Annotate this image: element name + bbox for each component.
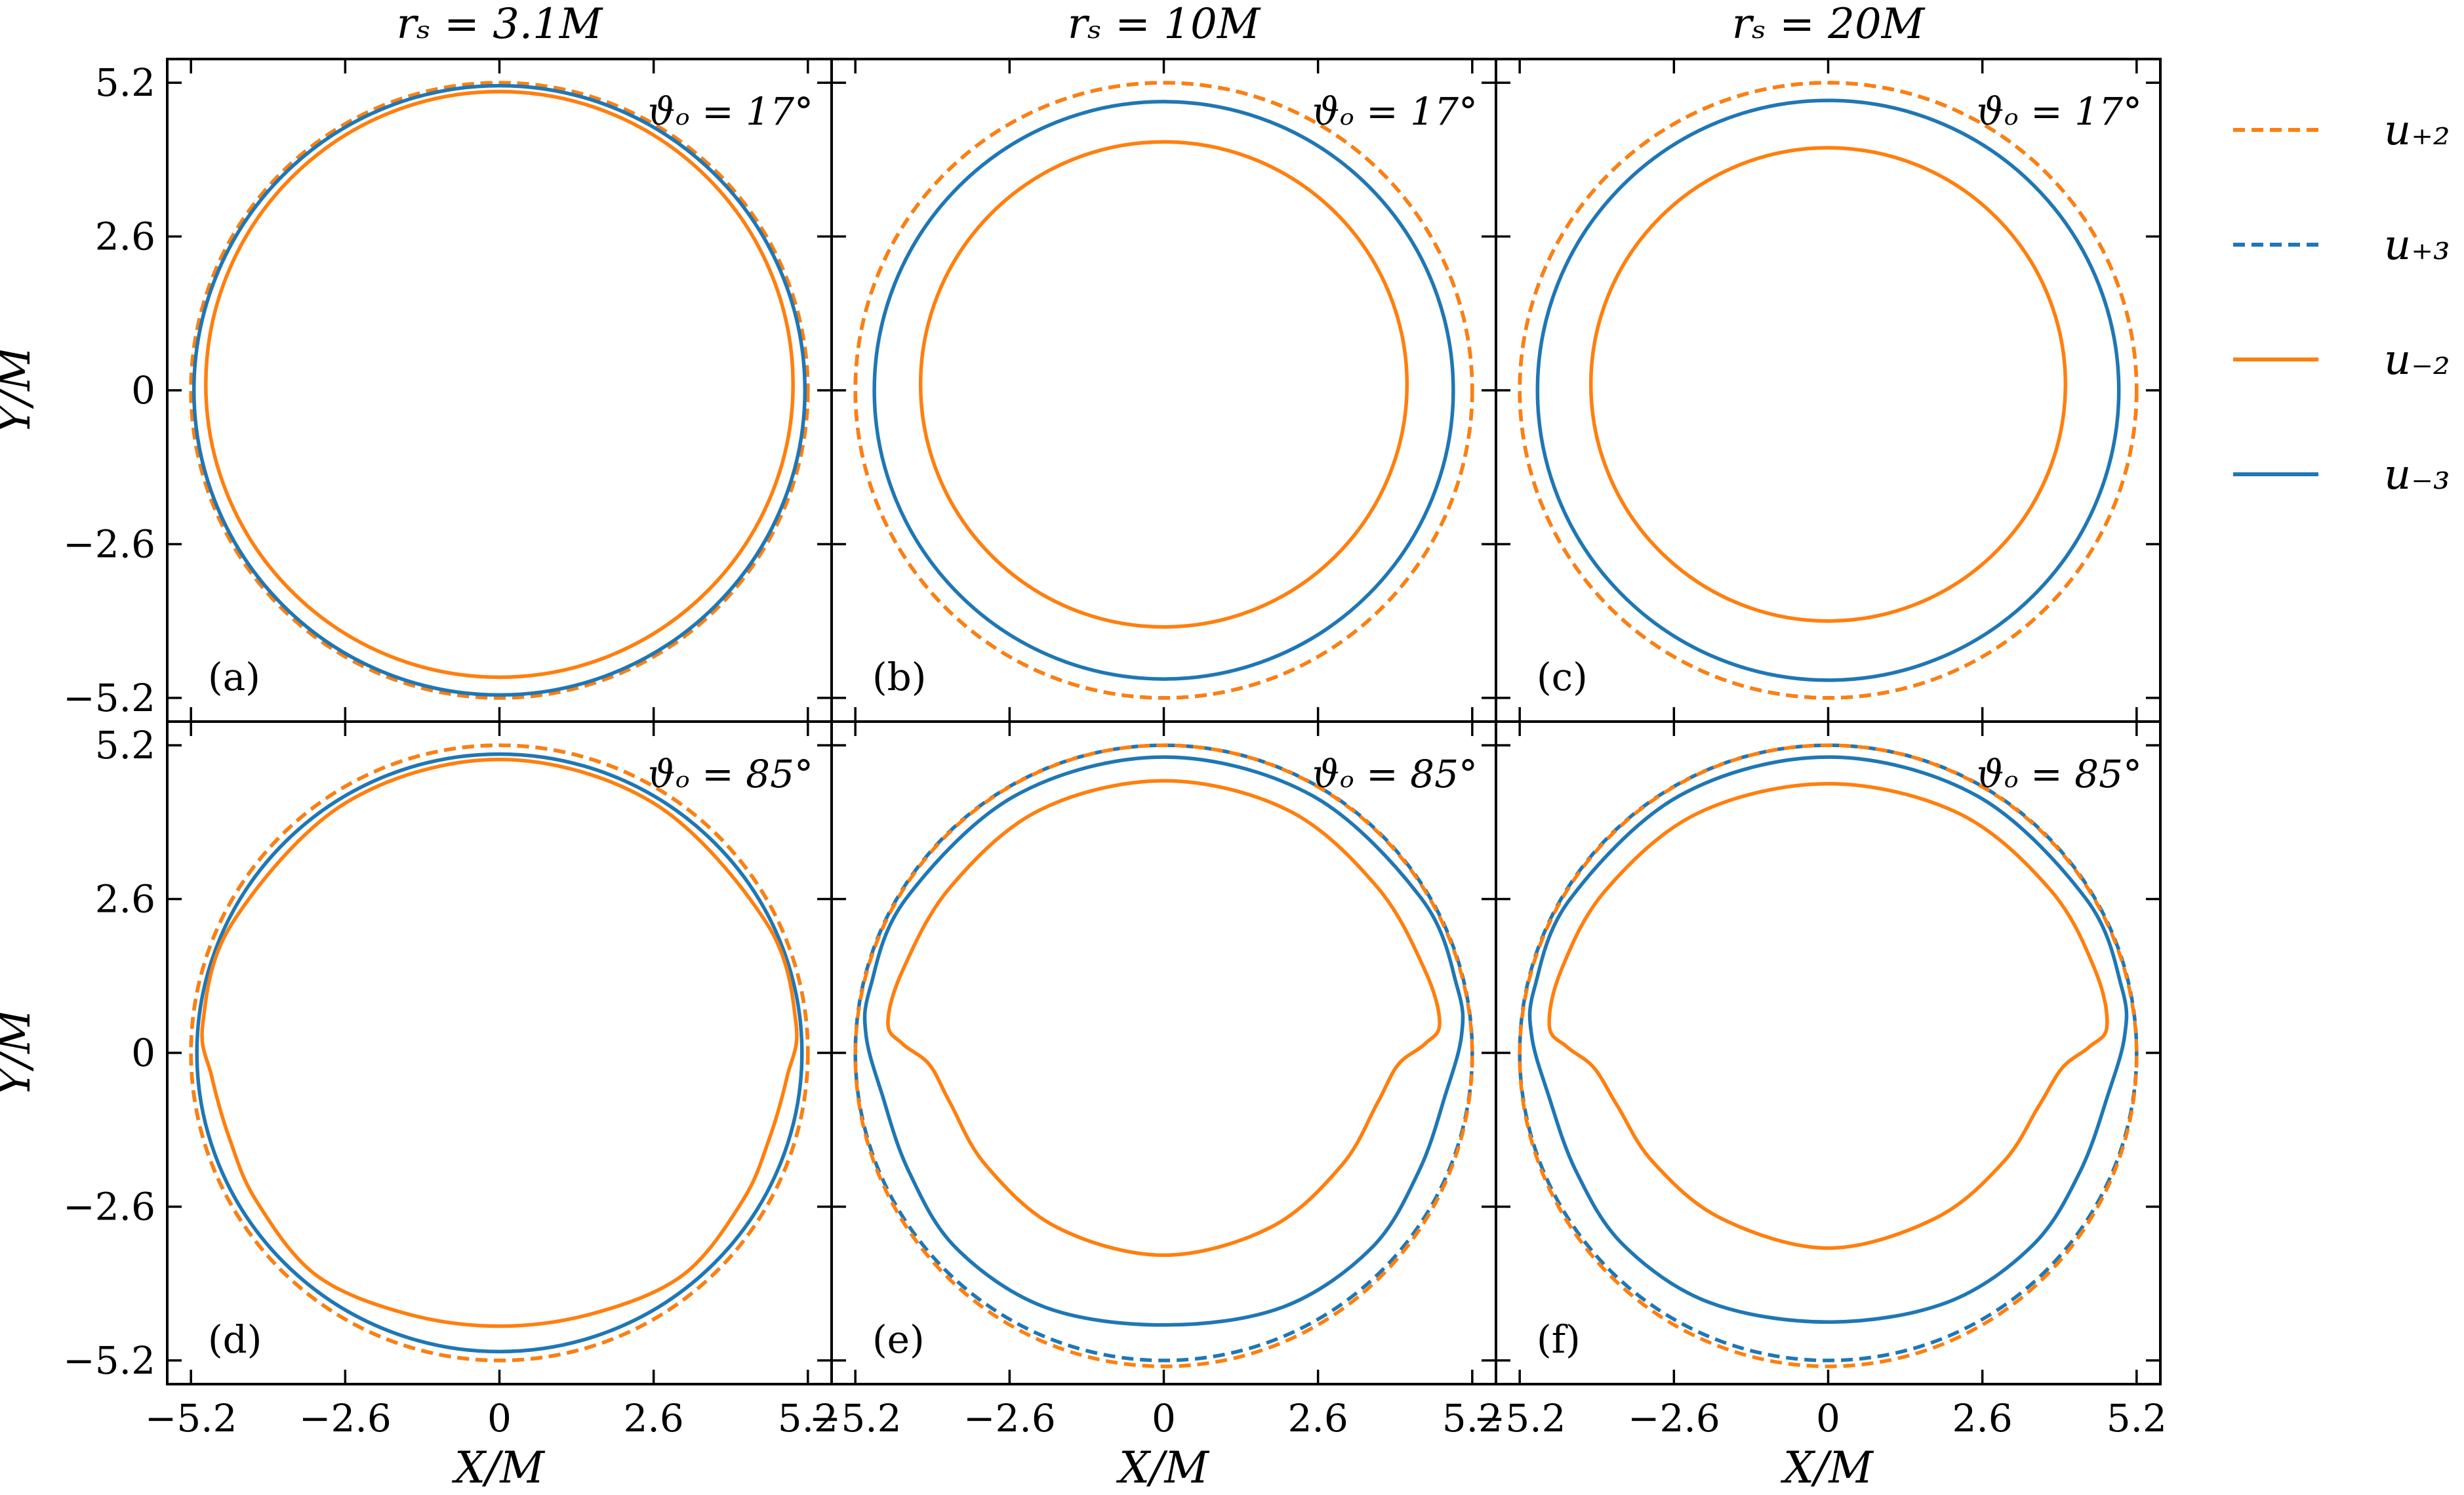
curve-d-u₊₃ (189, 743, 810, 1362)
x-tick-label: 0 (1152, 1396, 1176, 1441)
y-tick-label: 0 (131, 1031, 155, 1075)
x-tick-label: 2.6 (1952, 1396, 2013, 1441)
x-tick-label: 2.6 (1288, 1396, 1348, 1441)
curve-f-u₋₂ (1547, 781, 2109, 1250)
curve-c-u₋₃ (1535, 98, 2121, 682)
column-title: rₛ = 20M (1732, 0, 1926, 49)
legend-label: u₊₂ (2384, 106, 2450, 155)
panel-b: ϑₒ = 17° (b) (830, 58, 1497, 723)
panel-frame (1495, 720, 2162, 1385)
curve-e-u₊₃ (853, 743, 1474, 1362)
inclination-annotation: ϑₒ = 85° (1977, 752, 2142, 796)
y-tick-label: 2.6 (95, 877, 155, 922)
panel-label: (f) (1537, 1317, 1581, 1362)
x-tick-label: 5.2 (778, 1396, 838, 1441)
x-tick-label: −5.2 (809, 1396, 902, 1441)
panel-f: −5.2 −2.6 0 2.6 5.2 ϑₒ = 85° (f) (1474, 720, 2167, 1441)
curve-a-u₋₂ (204, 89, 795, 680)
curve-e-u₋₂ (886, 779, 1442, 1258)
curve-b-u₋₃ (872, 100, 1455, 681)
panel-label: (c) (1537, 655, 1588, 699)
y-tick-label: −2.6 (63, 522, 155, 566)
curve-c-u₊₃ (1518, 81, 2139, 700)
y-tick-label: −2.6 (63, 1184, 155, 1229)
x-axis-label: X/M (1780, 1443, 1874, 1493)
curve-b-u₋₂ (918, 140, 1409, 629)
y-tick-label: −5.2 (63, 676, 155, 720)
column-title: rₛ = 3.1M (397, 0, 603, 49)
inclination-annotation: ϑₒ = 17° (1312, 89, 1478, 134)
curve-f-u₊₂ (1518, 743, 2139, 1368)
y-tick-label: −5.2 (63, 1338, 155, 1383)
x-tick-label: 0 (1816, 1396, 1840, 1441)
curve-c-u₊₂ (1518, 81, 2139, 700)
x-tick-label: 2.6 (624, 1396, 684, 1441)
curve-a-u₊₂ (189, 81, 810, 700)
y-tick-label: 5.2 (95, 60, 155, 105)
panel-frame (166, 720, 833, 1385)
curve-a-u₋₃ (192, 83, 807, 697)
x-axis-label: X/M (451, 1443, 545, 1493)
inclination-annotation: ϑₒ = 17° (648, 89, 813, 134)
x-tick-label: −5.2 (1474, 1396, 1566, 1441)
curve-d-u₋₂ (200, 757, 799, 1328)
x-tick-label: 5.2 (1442, 1396, 1503, 1441)
panel-label: (e) (872, 1317, 925, 1362)
inclination-annotation: ϑₒ = 85° (648, 752, 813, 796)
column-title: rₛ = 10M (1068, 0, 1261, 49)
y-axis-label: Y/M (0, 1008, 40, 1097)
curve-c-u₋₂ (1588, 146, 2068, 623)
x-tick-label: −2.6 (1628, 1396, 1720, 1441)
inclination-annotation: ϑₒ = 85° (1312, 752, 1478, 796)
panel-c: ϑₒ = 17° (c) (1495, 58, 2162, 723)
curve-e-u₋₃ (862, 755, 1465, 1327)
panel-label: (a) (208, 655, 260, 699)
x-tick-label: 5.2 (2107, 1396, 2167, 1441)
legend-label: u₋₃ (2384, 451, 2450, 499)
panel-a: −5.2 −2.6 0 2.6 5.2 ϑₒ = 17° (a) (63, 58, 833, 723)
curve-f-u₋₃ (1527, 755, 2129, 1324)
panel-label: (d) (208, 1317, 262, 1362)
panel-frame (830, 58, 1497, 723)
inclination-annotation: ϑₒ = 17° (1977, 89, 2142, 134)
panel-e: −5.2 −2.6 0 2.6 5.2 ϑₒ = 85° (e) (809, 720, 1503, 1441)
curve-e-u₊₂ (853, 743, 1474, 1368)
curve-d-u₊₂ (189, 743, 810, 1362)
curve-b-u₊₂ (853, 81, 1474, 700)
panel-label: (b) (872, 655, 926, 699)
panel-d: −5.2 −2.6 0 2.6 5.2 −5.2 −2.6 0 2.6 5.2 ϑₒ = 85° (d… (63, 720, 838, 1441)
curve-d-u₋₃ (195, 752, 804, 1354)
legend: u₊₂ u₊₃ u₋₂ u₋₃ (2233, 106, 2450, 499)
x-axis-label: X/M (1116, 1443, 1209, 1493)
curve-b-u₊₃ (853, 81, 1474, 700)
x-tick-label: 0 (487, 1396, 512, 1441)
panel-frame (830, 720, 1497, 1385)
legend-label: u₋₂ (2384, 336, 2450, 384)
x-tick-label: −2.6 (299, 1396, 392, 1441)
y-tick-label: 0 (131, 368, 155, 413)
panel-frame (166, 58, 833, 723)
y-tick-label: 5.2 (95, 723, 155, 768)
x-tick-label: −5.2 (145, 1396, 237, 1441)
x-tick-label: −2.6 (963, 1396, 1056, 1441)
legend-label: u₊₃ (2384, 221, 2450, 270)
curve-f-u₊₃ (1518, 743, 2139, 1362)
y-tick-label: 2.6 (95, 215, 155, 259)
y-axis-label: Y/M (0, 346, 40, 434)
